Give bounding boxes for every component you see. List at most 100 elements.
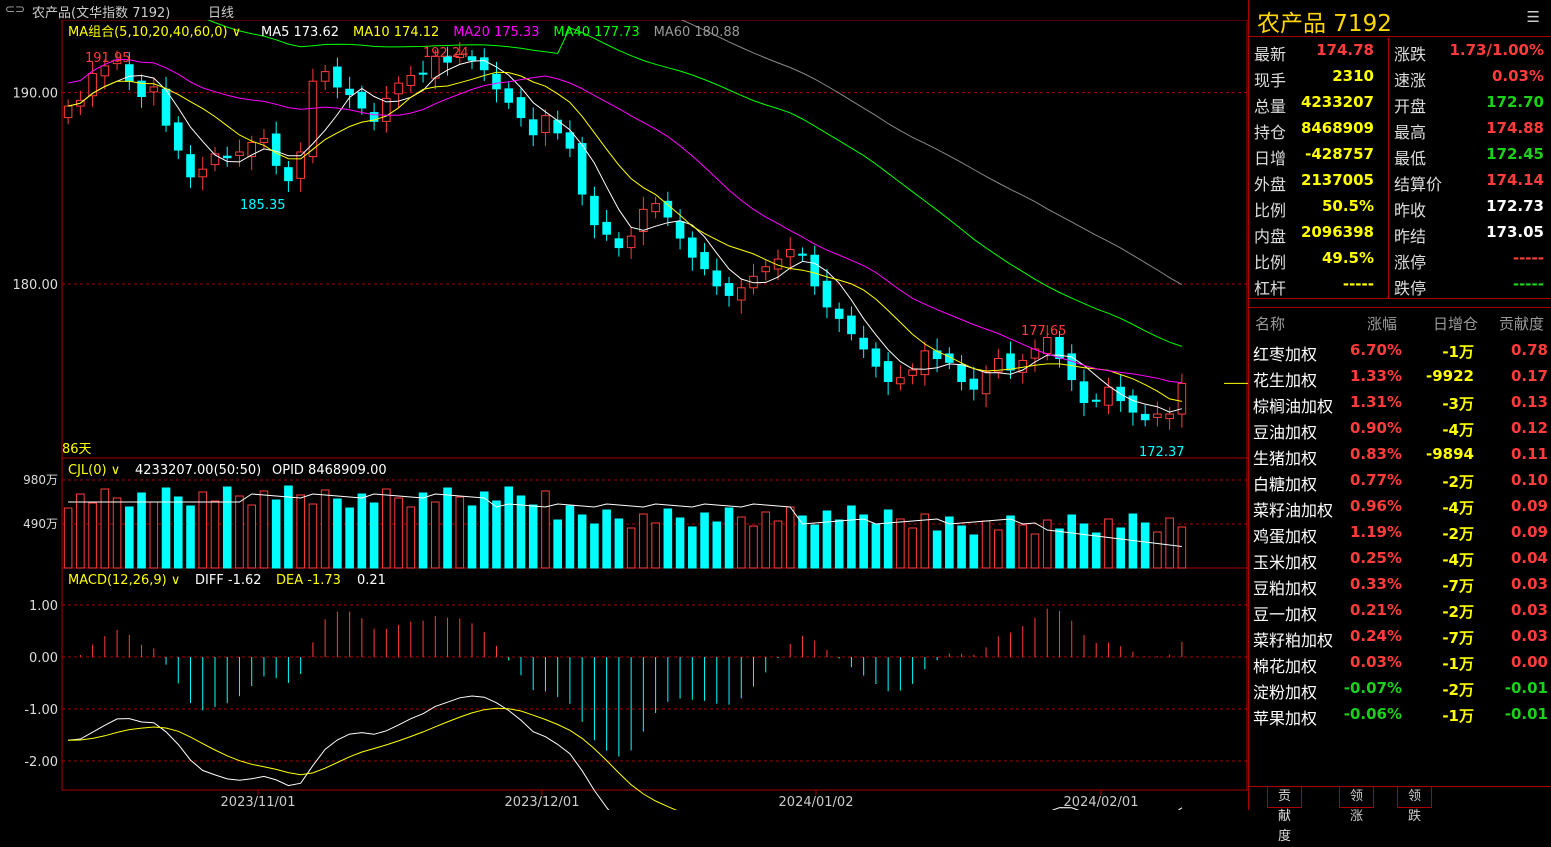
ma-legend-item: MA40 177.73 xyxy=(553,25,639,40)
contrib-row[interactable]: 淀粉加权 -0.07% -2万 -0.01 xyxy=(1249,676,1551,702)
contrib-row[interactable]: 玉米加权 0.25% -4万 0.04 xyxy=(1249,546,1551,572)
contrib-name: 豆一加权 xyxy=(1253,605,1318,624)
contrib-value: 0.03 xyxy=(1510,601,1548,619)
price-panel-frame xyxy=(61,20,1248,459)
contrib-value: 0.17 xyxy=(1510,367,1548,385)
contrib-row[interactable]: 苹果加权 -0.06% -1万 -0.01 xyxy=(1249,702,1551,728)
tab-top-losers[interactable]: 领跌 xyxy=(1397,787,1433,824)
candle-up xyxy=(296,151,305,179)
quote-row: 日增 -428757 最低 172.45 xyxy=(1249,142,1551,168)
quote-label: 跌停 xyxy=(1394,279,1427,298)
volume-tick: 490万 xyxy=(23,517,58,531)
candle-up xyxy=(320,71,330,82)
contrib-row[interactable]: 菜籽粕加权 0.24% -7万 0.03 xyxy=(1249,624,1551,650)
quote-value: 2137005 xyxy=(1300,171,1374,189)
volume-bar xyxy=(688,526,697,569)
contrib-oi: -2万 xyxy=(1442,473,1474,491)
list-menu-icon[interactable]: ☰ xyxy=(1526,8,1540,26)
candle-down xyxy=(688,237,697,258)
ma-line xyxy=(680,20,1183,286)
volume-bar xyxy=(235,495,244,569)
link-icon[interactable]: ⊂⊃ xyxy=(5,2,26,16)
volume-bar xyxy=(1140,522,1150,569)
volume-bar xyxy=(357,493,367,569)
period-selector[interactable]: 日线 xyxy=(208,6,235,21)
quote-panel: 农产品 7192 ☰ 最新 174.78 涨跌 1.73/1.00% 现手 2310 速涨 0… xyxy=(1248,0,1551,844)
contrib-row[interactable]: 棕榈油加权 1.31% -3万 0.13 xyxy=(1249,390,1551,416)
candle-up xyxy=(112,59,122,65)
quote-value: 4233207 xyxy=(1300,93,1374,111)
contrib-row[interactable]: 豆一加权 0.21% -2万 0.03 xyxy=(1249,598,1551,624)
contrib-change: 0.25% xyxy=(1349,549,1402,567)
contrib-oi: -4万 xyxy=(1442,421,1474,439)
candle-up xyxy=(198,168,208,178)
candle-down xyxy=(137,80,146,98)
candle-up xyxy=(1177,382,1187,415)
header-name[interactable]: 名称 xyxy=(1255,315,1286,333)
quote-value: ----- xyxy=(1512,249,1544,267)
volume-bar xyxy=(76,493,85,569)
volume-bar xyxy=(908,527,917,569)
quote-label: 总量 xyxy=(1254,97,1287,116)
contrib-name: 玉米加权 xyxy=(1253,553,1318,572)
x-tick-label: 2024/02/01 xyxy=(1064,795,1139,810)
contrib-row[interactable]: 豆粕加权 0.33% -7万 0.03 xyxy=(1249,572,1551,598)
tab-top-gainers[interactable]: 领涨 xyxy=(1339,787,1375,824)
contrib-row[interactable]: 菜籽油加权 0.96% -4万 0.09 xyxy=(1249,494,1551,520)
macd-tick: -1.00 xyxy=(24,703,58,718)
volume-bar xyxy=(871,523,881,569)
volume-bar xyxy=(528,504,538,569)
contrib-row[interactable]: 鸡蛋加权 1.19% -2万 0.09 xyxy=(1249,520,1551,546)
contrib-row[interactable]: 豆油加权 0.90% -4万 0.12 xyxy=(1249,416,1551,442)
volume-bar xyxy=(749,525,758,569)
volume-bar xyxy=(1079,523,1089,569)
contrib-oi: -9894 xyxy=(1426,445,1474,463)
volume-bar xyxy=(137,492,146,569)
contrib-row[interactable]: 生猪加权 0.83% -9894 0.11 xyxy=(1249,442,1551,468)
volume-bar xyxy=(516,495,526,569)
candle-down xyxy=(369,112,379,122)
quote-value: ----- xyxy=(1512,275,1544,293)
contrib-change: 0.33% xyxy=(1349,575,1402,593)
kline-chart[interactable]: 190.00 180.00 MA组合(5,10,20,40,60,0) ∨ MA5 1… xyxy=(0,20,1248,810)
quote-value: 1.73/1.00% xyxy=(1449,41,1544,59)
contrib-oi: -4万 xyxy=(1442,551,1474,569)
volume-bar xyxy=(993,529,1003,569)
quote-label: 昨收 xyxy=(1394,201,1427,220)
contrib-name: 鸡蛋加权 xyxy=(1253,527,1318,546)
quote-label: 最新 xyxy=(1254,45,1287,64)
candle-down xyxy=(957,364,966,382)
candle-down xyxy=(271,133,281,166)
contrib-row[interactable]: 红枣加权 6.70% -1万 0.78 xyxy=(1249,338,1551,364)
header-oi[interactable]: 日增仓 xyxy=(1433,315,1479,333)
volume-legend: CJL(0) ∨ xyxy=(68,463,120,478)
contrib-value: 0.03 xyxy=(1510,575,1548,593)
volume-bar xyxy=(1091,532,1101,569)
volume-bar xyxy=(1006,515,1015,569)
divider xyxy=(1249,298,1551,299)
volume-bar xyxy=(810,524,820,569)
candle-up xyxy=(785,249,795,258)
contrib-row[interactable]: 花生加权 1.33% -9922 0.17 xyxy=(1249,364,1551,390)
volume-value: 4233207.00(50:50) xyxy=(135,463,261,478)
volume-bar xyxy=(577,514,587,569)
candle-down xyxy=(724,283,734,296)
tab-contrib[interactable]: 贡献度 xyxy=(1267,787,1303,844)
ma-line xyxy=(67,71,1182,402)
contrib-row[interactable]: 棉花加权 0.03% -1万 0.00 xyxy=(1249,650,1551,676)
quote-row: 外盘 2137005 结算价 174.14 xyxy=(1249,168,1551,194)
contrib-name: 菜籽油加权 xyxy=(1253,501,1334,520)
volume-bar xyxy=(284,485,293,569)
high-annotation: 177.65 xyxy=(1021,324,1067,339)
contrib-row[interactable]: 白糖加权 0.77% -2万 0.10 xyxy=(1249,468,1551,494)
divider xyxy=(1249,307,1551,308)
header-change[interactable]: 涨幅 xyxy=(1367,315,1398,333)
quote-label: 开盘 xyxy=(1394,97,1427,116)
ma-line xyxy=(207,20,1183,347)
header-contrib[interactable]: 贡献度 xyxy=(1499,315,1545,333)
volume-bar xyxy=(418,492,428,569)
volume-bar xyxy=(736,516,746,569)
macd-value: 0.21 xyxy=(357,573,386,588)
contrib-value: 0.11 xyxy=(1510,445,1548,463)
candle-down xyxy=(418,72,428,75)
